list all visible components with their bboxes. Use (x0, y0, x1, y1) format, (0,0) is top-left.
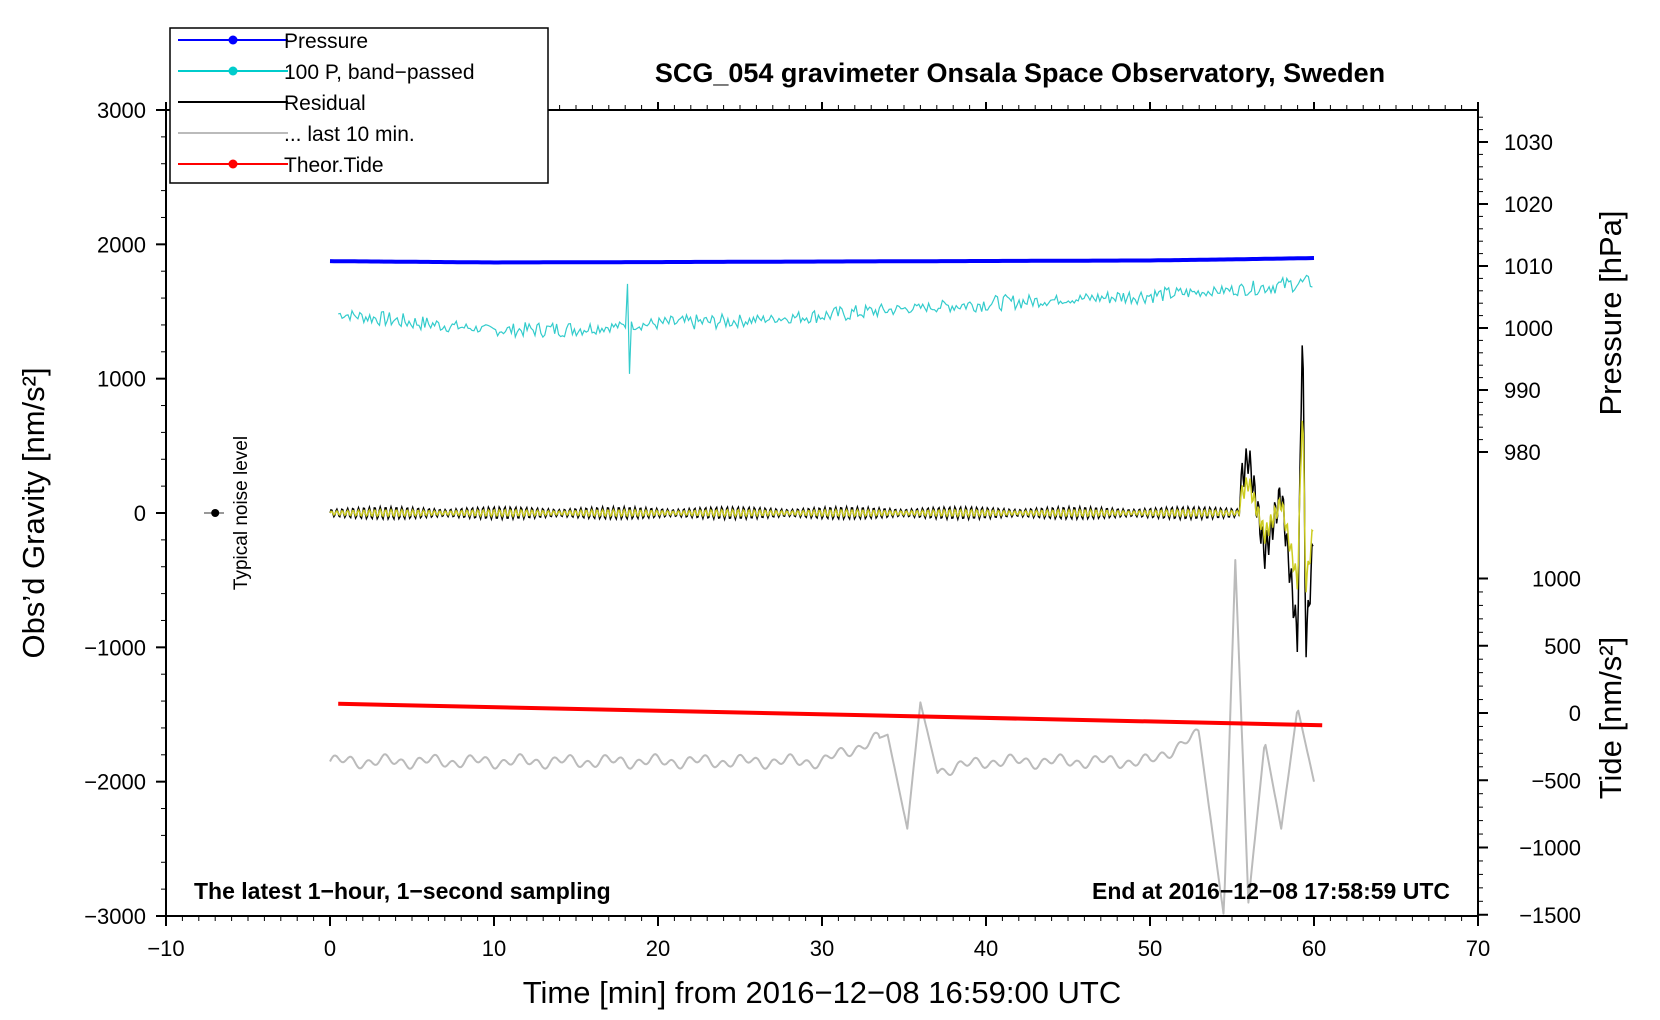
annotation-end-time: End at 2016−12−08 17:58:59 UTC (1092, 878, 1450, 904)
x-tick-label: 70 (1466, 936, 1490, 961)
tide-tick-label: −1000 (1519, 836, 1581, 861)
pressure-axis: 980 990 1000 1010 1020 1030 (1478, 130, 1553, 465)
annotation-sampling: The latest 1−hour, 1−second sampling (194, 878, 611, 904)
pressure-tick-label: 1030 (1504, 130, 1553, 155)
noise-marker: Typical noise level (204, 436, 252, 590)
y-axis-label-tide: Tide [nm/s²] (1593, 637, 1628, 800)
y-axis-label-pressure: Pressure [hPa] (1593, 210, 1628, 415)
pressure-tick-label: 1000 (1504, 316, 1553, 341)
y-axis-label-left: Obs’d Gravity [nm/s²] (16, 367, 51, 658)
noise-point (211, 509, 220, 517)
legend-label: Residual (284, 92, 366, 115)
x-tick-label: −10 (147, 936, 184, 961)
chart-title: SCG_054 gravimeter Onsala Space Observat… (655, 58, 1385, 88)
tide-axis: −1500 −1000 −500 0 500 1000 (1478, 567, 1581, 928)
legend-items: Pressure 100 P, band−passed Residual ... la… (178, 30, 475, 177)
x-axis: −10 0 10 20 30 40 50 60 70 (147, 102, 1490, 961)
pressure-tick-label: 1020 (1504, 192, 1553, 217)
legend-label: Pressure (284, 30, 368, 53)
y-tick-label: 1000 (97, 367, 146, 392)
x-tick-label: 0 (324, 936, 336, 961)
pressure-tick-label: 1010 (1504, 254, 1553, 279)
x-tick-label: 50 (1138, 936, 1162, 961)
legend-label: ... last 10 min. (284, 123, 415, 146)
legend-box (169, 27, 549, 184)
tide-tick-label: −1500 (1519, 903, 1581, 928)
series-pressure (329, 256, 1315, 265)
noise-label: Typical noise level (231, 436, 252, 590)
y-tick-label: −3000 (84, 904, 146, 929)
legend-swatch-marker (228, 159, 238, 169)
pressure-tick-label: 980 (1504, 440, 1541, 465)
y-tick-label: −2000 (84, 770, 146, 795)
tide-tick-label: 1000 (1532, 567, 1581, 592)
x-tick-label: 40 (974, 936, 998, 961)
pressure-tick-label: 990 (1504, 378, 1541, 403)
tide-tick-label: 0 (1569, 701, 1581, 726)
y-tick-label: 2000 (97, 232, 146, 257)
legend-swatch-marker (228, 66, 238, 76)
x-tick-label: 10 (482, 936, 506, 961)
tide-tick-label: −500 (1531, 768, 1581, 793)
x-axis-label: Time [min] from 2016−12−08 16:59:00 UTC (523, 975, 1122, 1010)
tide-tick-label: 500 (1544, 634, 1581, 659)
series-residual-filtered (329, 420, 1314, 593)
y-tick-label: 0 (134, 501, 146, 526)
y-tick-label: −1000 (84, 635, 146, 660)
legend-swatch-marker (228, 35, 238, 45)
legend-label: Theor.Tide (284, 154, 384, 177)
series-theoretical-tide (338, 701, 1323, 728)
series-band-passed-pressure (338, 274, 1313, 374)
legend: Pressure 100 P, band−passed Residual ... la… (169, 27, 549, 184)
x-tick-label: 60 (1302, 936, 1326, 961)
x-tick-label: 20 (646, 936, 670, 961)
series-layer (329, 256, 1323, 915)
left-y-axis: −3000 −2000 −1000 0 1000 2000 3000 (84, 98, 166, 929)
y-tick-label: 3000 (97, 98, 146, 123)
legend-label: 100 P, band−passed (284, 61, 475, 84)
x-tick-label: 30 (810, 936, 834, 961)
series-last-10-min (329, 559, 1315, 915)
